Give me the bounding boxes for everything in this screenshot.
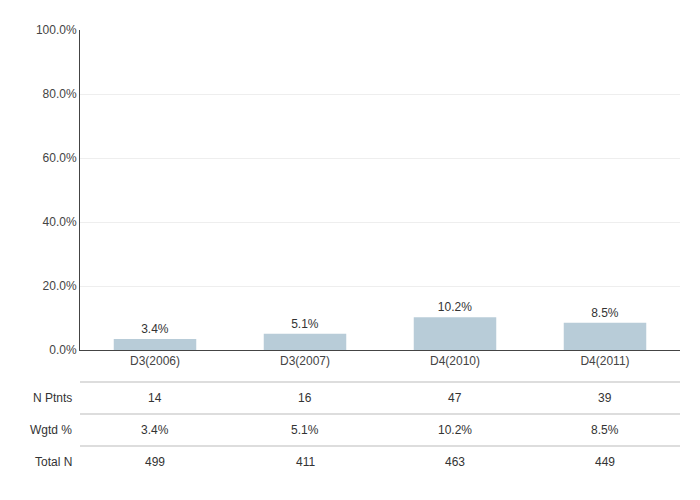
svg-text:80.0%: 80.0% [43,87,77,101]
svg-text:D3(2007): D3(2007) [280,354,330,368]
svg-text:8.5%: 8.5% [591,423,619,437]
svg-text:3.4%: 3.4% [141,322,169,336]
svg-text:Total N: Total N [35,455,72,469]
svg-text:411: 411 [296,455,315,469]
svg-text:5.1%: 5.1% [291,317,319,331]
svg-text:10.2%: 10.2% [438,423,472,437]
svg-text:100.0%: 100.0% [36,23,77,37]
svg-text:D4(2010): D4(2010) [430,354,480,368]
svg-text:5.1%: 5.1% [291,423,319,437]
svg-text:0.0%: 0.0% [49,343,77,357]
svg-text:20.0%: 20.0% [43,279,77,293]
svg-text:16: 16 [298,391,312,405]
svg-text:8.5%: 8.5% [591,306,619,320]
svg-text:Wgtd %: Wgtd % [30,423,72,437]
svg-text:N Ptnts: N Ptnts [33,391,72,405]
svg-text:D4(2011): D4(2011) [580,354,629,368]
svg-text:40.0%: 40.0% [43,215,77,229]
svg-text:10.2%: 10.2% [438,300,472,314]
svg-text:463: 463 [445,455,465,469]
svg-text:3.4%: 3.4% [141,423,169,437]
svg-text:14: 14 [148,391,162,405]
svg-text:39: 39 [598,391,612,405]
svg-text:47: 47 [448,391,462,405]
svg-text:60.0%: 60.0% [43,151,77,165]
svg-text:499: 499 [145,455,165,469]
svg-text:449: 449 [595,455,615,469]
svg-text:D3(2006): D3(2006) [130,354,180,368]
